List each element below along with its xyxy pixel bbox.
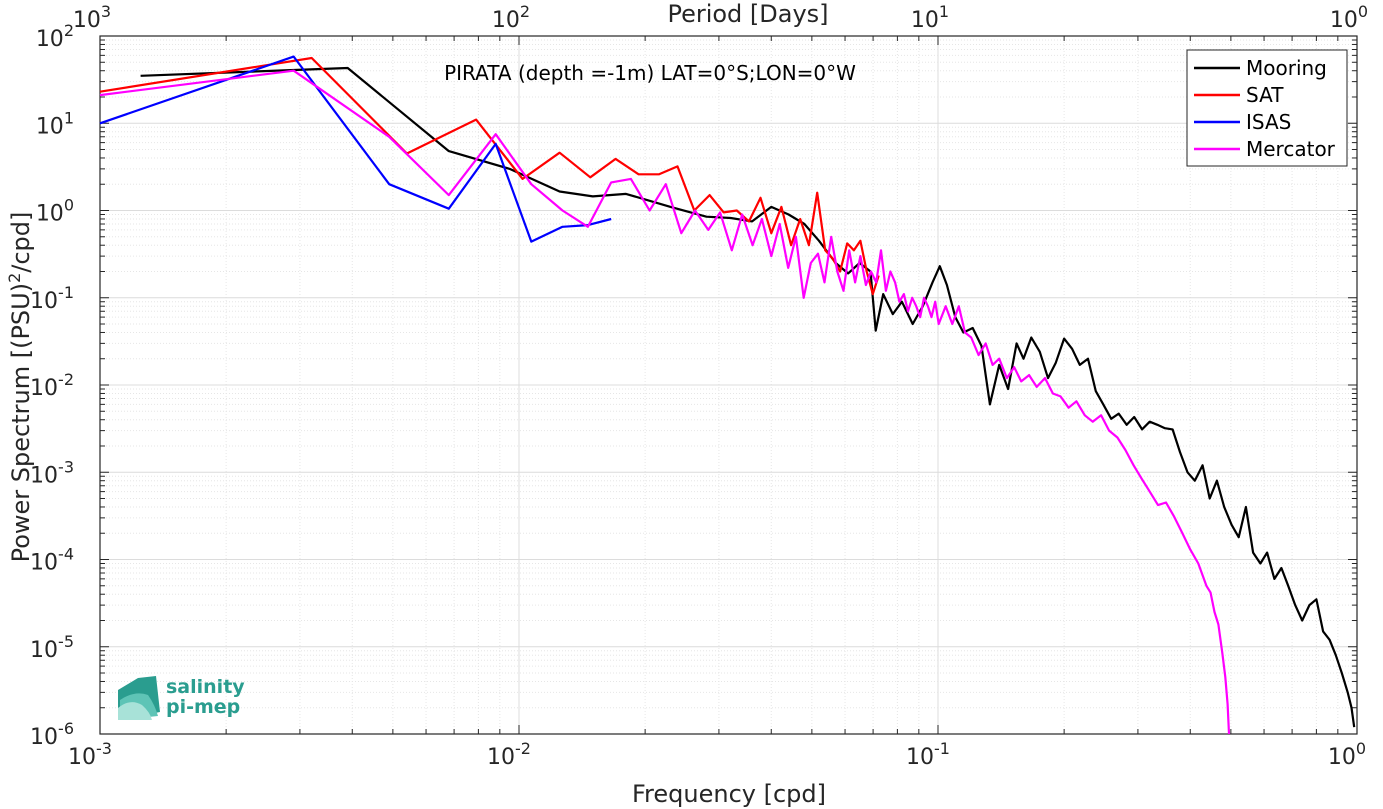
series-line-sat (99, 56, 880, 296)
x-tick-labels: 10-3 10-2 10-1 100 (68, 739, 1366, 770)
series-line-mercator (99, 69, 1231, 735)
salinity-pi-mep-logo: salinity pi-mep (118, 676, 245, 720)
legend: Mooring SAT ISAS Mercator (1186, 49, 1348, 167)
legend-label: Mercator (1246, 137, 1336, 161)
y-tick-label: 101 (36, 108, 74, 139)
y-tick-label: 10-1 (30, 283, 74, 314)
x-tick-label: 10-1 (906, 739, 950, 770)
top-axis-label: Period [Days] (667, 0, 828, 28)
logo-text-line1: salinity (166, 676, 245, 698)
top-tick-label: 100 (1330, 2, 1368, 33)
logo-waves-icon (118, 676, 160, 720)
y-tick-label: 10-4 (30, 545, 74, 576)
top-tick-label: 102 (492, 2, 530, 33)
legend-box (1186, 49, 1348, 167)
y-tick-label: 10-3 (30, 457, 74, 488)
x-tick-label: 100 (1328, 739, 1366, 770)
top-tick-label: 103 (73, 2, 111, 33)
x-tick-label: 10-2 (487, 739, 531, 770)
y-tick-label: 100 (36, 196, 74, 227)
y-tick-labels: 102 101 100 10-1 10-2 10-3 10-4 10-5 10-6 (30, 21, 74, 750)
y-tick-label: 10-5 (30, 632, 74, 663)
y-tick-label: 10-6 (30, 719, 74, 750)
y-tick-label: 102 (36, 21, 74, 52)
y-axis-label: Power Spectrum [(PSU)2/cpd] (5, 212, 35, 563)
x-axis-label: Frequency [cpd] (632, 780, 826, 808)
grid (99, 36, 1357, 735)
top-tick-labels: 103 102 101 100 (73, 2, 1368, 33)
axis-ticks (99, 36, 1357, 735)
series-line-mooring (140, 66, 1356, 728)
series-lines (99, 55, 1356, 735)
chart-title: PIRATA (depth =-1m) LAT=0°S;LON=0°W (444, 61, 856, 85)
legend-label: Mooring (1246, 56, 1327, 80)
legend-label: ISAS (1246, 110, 1291, 134)
series-line-isas (99, 55, 612, 243)
x-tick-label: 10-3 (68, 739, 112, 770)
logo-text-line2: pi-mep (166, 696, 240, 718)
y-tick-label: 10-2 (30, 370, 74, 401)
top-tick-label: 101 (911, 2, 949, 33)
legend-label: SAT (1246, 83, 1284, 107)
